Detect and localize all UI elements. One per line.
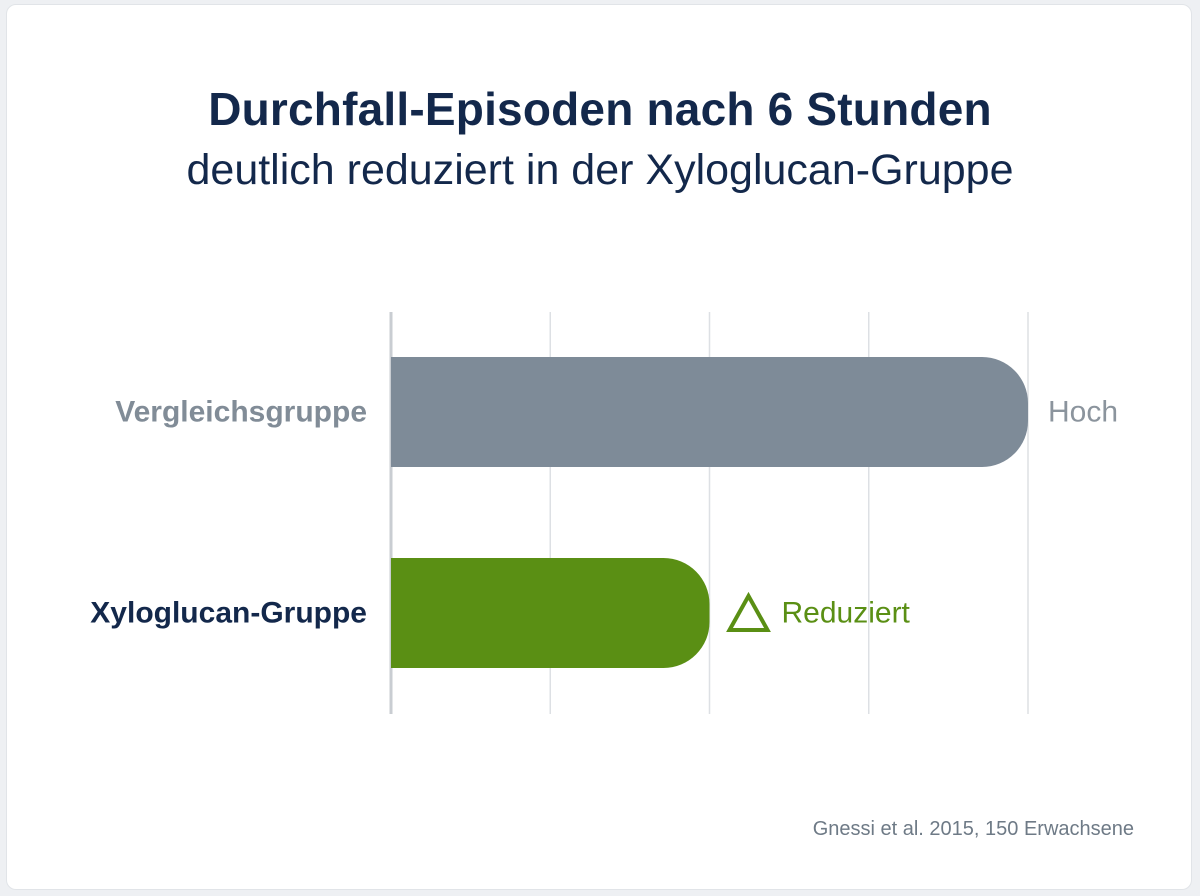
- bar-1: [391, 357, 1028, 467]
- chart-subtitle: deutlich reduziert in der Xyloglucan-Gru…: [186, 146, 1014, 194]
- bar-2: [391, 558, 710, 668]
- value-label-1: Hoch: [1048, 396, 1118, 429]
- category-label-1: Vergleichsgruppe: [115, 396, 367, 429]
- triangle-icon: [726, 591, 771, 632]
- category-label-2: Xyloglucan-Gruppe: [90, 597, 367, 630]
- value-label-2: Reduziert: [782, 597, 911, 630]
- chart-title: Durchfall-Episoden nach 6 Stunden: [208, 83, 992, 135]
- source-note: Gnessi et al. 2015, 150 Erwachsene: [812, 818, 1134, 840]
